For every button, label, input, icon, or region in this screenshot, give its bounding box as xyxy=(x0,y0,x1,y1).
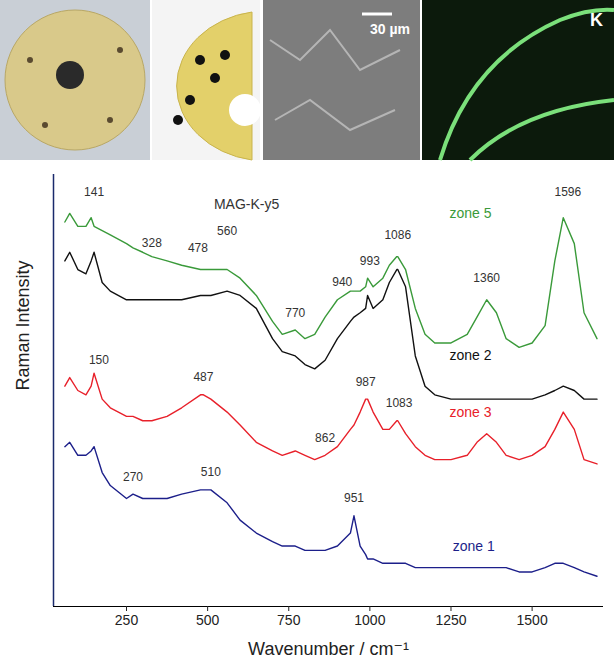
svg-text:1360: 1360 xyxy=(473,271,500,285)
svg-text:270: 270 xyxy=(123,470,143,484)
svg-text:zone 2: zone 2 xyxy=(449,347,491,363)
svg-text:1083: 1083 xyxy=(386,396,413,410)
svg-text:987: 987 xyxy=(356,375,376,389)
svg-text:951: 951 xyxy=(344,491,364,505)
svg-text:zone 3: zone 3 xyxy=(449,404,491,420)
svg-text:1250: 1250 xyxy=(435,612,466,628)
svg-text:1500: 1500 xyxy=(517,612,548,628)
svg-text:K: K xyxy=(590,10,603,30)
svg-text:141: 141 xyxy=(84,185,104,199)
svg-text:770: 770 xyxy=(285,306,305,320)
svg-text:500: 500 xyxy=(196,612,220,628)
svg-text:150: 150 xyxy=(89,353,109,367)
svg-text:328: 328 xyxy=(142,236,162,250)
svg-text:478: 478 xyxy=(188,241,208,255)
svg-text:250: 250 xyxy=(115,612,139,628)
svg-text:940: 940 xyxy=(332,275,352,289)
svg-text:750: 750 xyxy=(277,612,301,628)
svg-text:30 µm: 30 µm xyxy=(370,21,410,37)
svg-text:993: 993 xyxy=(360,254,380,268)
svg-text:MAG-K-y5: MAG-K-y5 xyxy=(214,196,280,212)
svg-text:Raman Intensity: Raman Intensity xyxy=(13,260,33,390)
svg-text:487: 487 xyxy=(193,370,213,384)
svg-text:Wavenumber / cm⁻¹: Wavenumber / cm⁻¹ xyxy=(248,639,409,659)
svg-text:862: 862 xyxy=(315,431,335,445)
svg-text:zone 1: zone 1 xyxy=(453,538,495,554)
svg-text:510: 510 xyxy=(201,465,221,479)
svg-text:560: 560 xyxy=(217,224,237,238)
svg-text:1000: 1000 xyxy=(354,612,385,628)
svg-text:1086: 1086 xyxy=(384,228,411,242)
svg-text:zone 5: zone 5 xyxy=(449,205,491,221)
svg-text:1596: 1596 xyxy=(554,185,581,199)
